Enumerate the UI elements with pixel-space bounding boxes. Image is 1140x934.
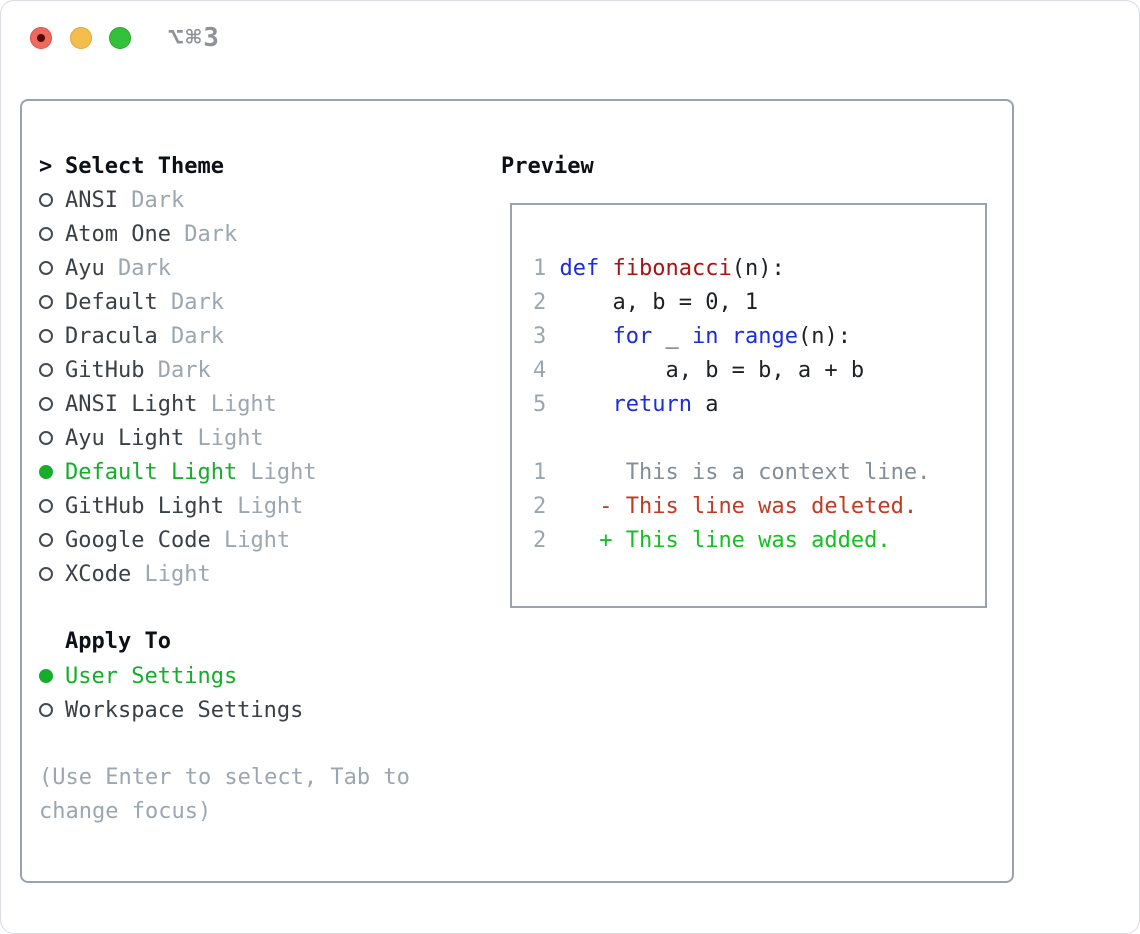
line-number: 2 — [533, 290, 560, 315]
option-label: User Settings — [65, 663, 238, 689]
theme-option-github[interactable]: GitHub Dark — [39, 353, 479, 387]
radio-icon — [39, 567, 53, 581]
option-label: ANSI Light Light — [65, 391, 277, 417]
theme-option-dracula[interactable]: Dracula Dark — [39, 319, 479, 353]
radio-icon — [39, 703, 53, 717]
theme-option-xcode[interactable]: XCode Light — [39, 557, 479, 591]
preview-column: Preview 1 def fibonacci(n): 2 a, b = 0, 1… — [501, 149, 1001, 608]
main-panel: > Select Theme ANSI Dark Atom One Dark Ayu… — [20, 99, 1014, 883]
window-title: ⌥⌘3 — [168, 23, 221, 53]
diff-line-deleted: 2 - This line was deleted. — [533, 494, 918, 519]
line-number: 2 — [533, 494, 600, 519]
option-label: Ayu Light Light — [65, 425, 264, 451]
theme-option-google-code[interactable]: Google Code Light — [39, 523, 479, 557]
theme-option-ayu[interactable]: Ayu Dark — [39, 251, 479, 285]
preview-header: Preview — [501, 149, 1001, 183]
radio-selected-icon — [39, 465, 53, 479]
theme-column: > Select Theme ANSI Dark Atom One Dark Ayu… — [39, 149, 479, 829]
select-theme-header: > Select Theme — [39, 149, 479, 183]
radio-icon — [39, 533, 53, 547]
option-label: ANSI Dark — [65, 187, 185, 213]
theme-list: ANSI Dark Atom One Dark Ayu Dark Default Da… — [39, 183, 479, 591]
line-number: 2 — [533, 528, 600, 553]
radio-icon — [39, 431, 53, 445]
theme-option-ayu-light[interactable]: Ayu Light Light — [39, 421, 479, 455]
diff-line-added: 2 + This line was added. — [533, 528, 891, 553]
option-label: GitHub Dark — [65, 357, 211, 383]
radio-icon — [39, 397, 53, 411]
apply-to-header: Apply To — [65, 629, 171, 654]
theme-option-default-light[interactable]: Default Light Light — [39, 455, 479, 489]
theme-option-atom-one[interactable]: Atom One Dark — [39, 217, 479, 251]
preview-box: 1 def fibonacci(n): 2 a, b = 0, 1 3 for _ … — [510, 203, 987, 608]
option-label: Dracula Dark — [65, 323, 224, 349]
option-label: Default Dark — [65, 289, 224, 315]
focus-dot-icon — [37, 34, 45, 42]
theme-option-ansi-light[interactable]: ANSI Light Light — [39, 387, 479, 421]
radio-icon — [39, 363, 53, 377]
radio-icon — [39, 193, 53, 207]
theme-option-ansi[interactable]: ANSI Dark — [39, 183, 479, 217]
line-number: 4 — [533, 358, 560, 383]
option-label: Google Code Light — [65, 527, 291, 553]
apply-to-list: User Settings Workspace Settings — [39, 659, 479, 727]
diff-preview: 1 This is a context line. 2 - This line w… — [533, 456, 985, 558]
zoom-button[interactable] — [109, 27, 131, 49]
radio-icon — [39, 227, 53, 241]
radio-icon — [39, 295, 53, 309]
line-number: 5 — [533, 392, 560, 417]
option-label: Atom One Dark — [65, 221, 238, 247]
apply-option-workspace-settings[interactable]: Workspace Settings — [39, 693, 479, 727]
diff-line-context: 1 This is a context line. — [533, 460, 931, 485]
option-label: XCode Light — [65, 561, 211, 587]
radio-icon — [39, 329, 53, 343]
radio-selected-icon — [39, 669, 53, 683]
theme-option-github-light[interactable]: GitHub Light Light — [39, 489, 479, 523]
code-line: 4 a, b = b, a + b — [533, 358, 865, 383]
code-line: 1 def fibonacci(n): — [533, 256, 785, 281]
radio-icon — [39, 499, 53, 513]
code-line: 2 a, b = 0, 1 — [533, 290, 759, 315]
theme-option-default[interactable]: Default Dark — [39, 285, 479, 319]
hint-text: (Use Enter to select, Tab to change focu… — [39, 765, 410, 824]
apply-option-user-settings[interactable]: User Settings — [39, 659, 479, 693]
code-line: 5 return a — [533, 392, 719, 417]
minimize-button[interactable] — [70, 27, 92, 49]
option-label: GitHub Light Light — [65, 493, 304, 519]
line-number: 3 — [533, 324, 560, 349]
line-number: 1 — [533, 256, 560, 281]
option-label: Workspace Settings — [65, 697, 304, 723]
line-number: 1 — [533, 460, 600, 485]
preview-title: Preview — [501, 153, 594, 179]
cursor-indicator: > — [39, 153, 53, 179]
close-button[interactable] — [30, 27, 52, 49]
select-theme-title: Select Theme — [65, 153, 224, 179]
option-label: Ayu Dark — [65, 255, 171, 281]
option-label: Default Light Light — [65, 459, 317, 485]
code-preview: 1 def fibonacci(n): 2 a, b = 0, 1 3 for _ … — [533, 252, 985, 422]
radio-icon — [39, 261, 53, 275]
code-line: 3 for _ in range(n): — [533, 324, 851, 349]
